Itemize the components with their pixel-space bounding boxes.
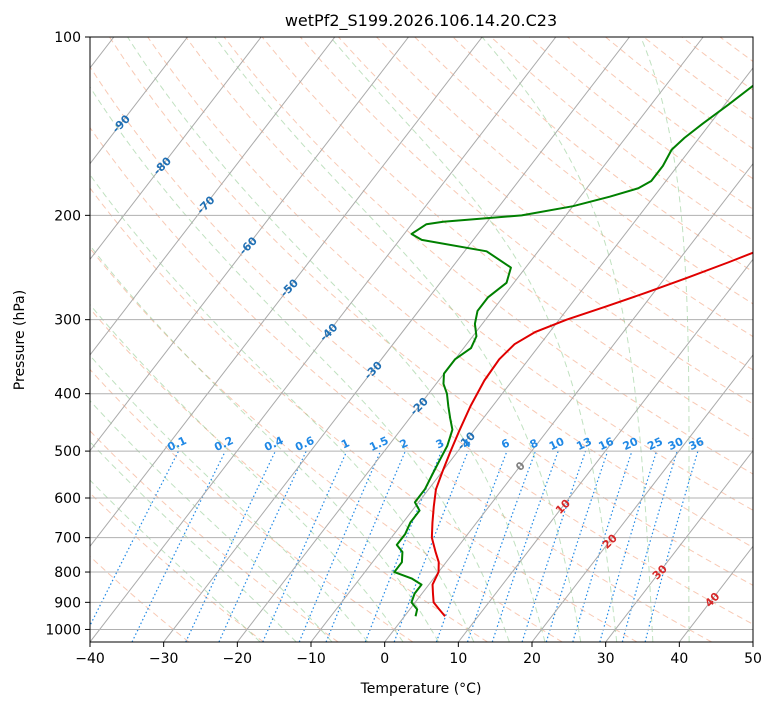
dry-adiabat-line xyxy=(90,187,638,642)
mixing-ratio-label: 13 xyxy=(574,435,593,453)
isotherm-line xyxy=(163,37,630,642)
mixing-ratio-label: 20 xyxy=(621,435,641,453)
x-tick-label: 0 xyxy=(380,651,389,667)
mixing-ratio-line xyxy=(435,450,508,642)
x-tick-label: 50 xyxy=(744,651,762,667)
moist-adiabat-line xyxy=(329,37,618,642)
mixing-ratio-line xyxy=(545,450,609,642)
mixing-ratio-line xyxy=(90,450,180,627)
moist-adiabat-line xyxy=(90,400,333,642)
y-tick-label: 300 xyxy=(54,313,81,329)
isotherm-line xyxy=(236,37,704,642)
isotherm-line xyxy=(90,37,188,165)
x-tick-label: 10 xyxy=(449,651,467,667)
isotherm-line xyxy=(457,258,753,642)
y-tick-label: 600 xyxy=(54,491,81,507)
moist-adiabat-line xyxy=(90,174,475,642)
y-tick-label: 700 xyxy=(54,531,81,547)
mixing-ratio-line xyxy=(521,450,587,642)
x-tick-label: −40 xyxy=(75,651,105,667)
mixing-ratio-line xyxy=(325,450,406,642)
isotherm-line xyxy=(90,37,557,642)
dry-adiabat-line xyxy=(414,37,753,305)
x-tick-label: 30 xyxy=(597,651,615,667)
x-tick-label: −30 xyxy=(149,651,179,667)
mixing-ratio-label: 16 xyxy=(597,435,617,453)
dry-adiabat-line xyxy=(90,247,563,642)
y-tick-label: 400 xyxy=(54,387,81,403)
mixing-ratio-line xyxy=(466,450,537,642)
plot-frame xyxy=(89,36,754,643)
mixing-ratio-line xyxy=(364,450,443,642)
x-tick-label: −10 xyxy=(296,651,326,667)
series-layer xyxy=(393,84,753,617)
dry-adiabat-line xyxy=(109,37,753,586)
dry-adiabat-line xyxy=(758,37,775,642)
temperature-profile-line xyxy=(430,251,753,617)
mixing-ratio-line xyxy=(621,450,678,642)
dewpoint-profile-line xyxy=(393,84,753,617)
moist-adiabat-line xyxy=(90,479,261,642)
y-tick-label: 100 xyxy=(54,30,81,46)
dry-adiabat-line xyxy=(338,37,753,371)
x-tick-label: 40 xyxy=(670,651,688,667)
mixing-ratio-label: 36 xyxy=(687,435,707,453)
dry-adiabat-line xyxy=(90,65,753,625)
y-axis: 100 200 300 400 500 600 700 800 900 1000 xyxy=(45,30,90,638)
isotherm-line xyxy=(90,37,409,452)
dry-adiabat-line xyxy=(90,430,339,642)
moist-adiabat-line xyxy=(214,37,582,642)
dry-adiabat-line xyxy=(299,37,753,405)
dry-adiabat-line xyxy=(90,555,190,642)
isotherm-line xyxy=(384,162,753,642)
chart-title: wetPf2_S199.2026.106.14.20.C23 xyxy=(285,11,557,31)
dry-adiabat-line xyxy=(90,126,712,642)
plot-area: -100-90-80-70-60-50-40-30-20-10010203040… xyxy=(64,37,775,642)
mixing-ratio-label: 25 xyxy=(645,435,664,453)
moist-adiabat-line xyxy=(127,37,546,642)
mixing-ratio-line xyxy=(572,450,633,642)
mixing-ratio-line xyxy=(298,450,382,642)
isobars xyxy=(90,37,753,630)
x-tick-label: −20 xyxy=(223,651,253,667)
moist-adiabat-line xyxy=(90,441,297,642)
isotherm-line xyxy=(531,354,753,642)
moist-adiabat-line xyxy=(90,86,510,642)
plot-background xyxy=(90,37,753,642)
isotherm-label: -100 xyxy=(64,70,93,99)
y-tick-label: 500 xyxy=(54,444,81,460)
mixing-ratio-line xyxy=(491,450,559,642)
moist-adiabats xyxy=(90,37,690,642)
isotherm-line xyxy=(90,37,336,356)
y-tick-label: 800 xyxy=(54,565,81,581)
x-tick-label: 20 xyxy=(523,651,541,667)
y-tick-label: 200 xyxy=(54,208,81,224)
dry-adiabat-line xyxy=(376,37,753,338)
y-tick-label: 900 xyxy=(54,595,81,611)
mixing-ratio-line xyxy=(262,450,348,642)
isotherm-line xyxy=(310,67,753,642)
mixing-ratio-line xyxy=(599,450,658,642)
dry-adiabat-line xyxy=(90,307,488,642)
x-axis-label: Temperature (°C) xyxy=(360,681,482,697)
moist-adiabat-line xyxy=(640,37,690,642)
mixing-ratio-label: 10 xyxy=(547,435,567,453)
isotherm-line xyxy=(90,37,483,548)
isotherms xyxy=(90,37,753,642)
moist-adiabat-line xyxy=(90,244,439,642)
isotherm-line xyxy=(90,37,262,261)
moist-adiabat-line xyxy=(90,303,404,642)
moist-adiabat-line xyxy=(481,37,654,642)
y-axis-label: Pressure (hPa) xyxy=(12,290,28,390)
x-axis: −40 −30 −20 −10 0 10 20 30 40 50 xyxy=(75,642,762,667)
dry-adiabat-line xyxy=(185,37,753,511)
isotherm-line xyxy=(752,641,753,642)
mixing-ratio-label: 30 xyxy=(666,435,686,453)
isotherm-line xyxy=(605,449,753,642)
y-tick-label: 1000 xyxy=(45,622,81,638)
moist-adiabat-line xyxy=(90,354,369,642)
